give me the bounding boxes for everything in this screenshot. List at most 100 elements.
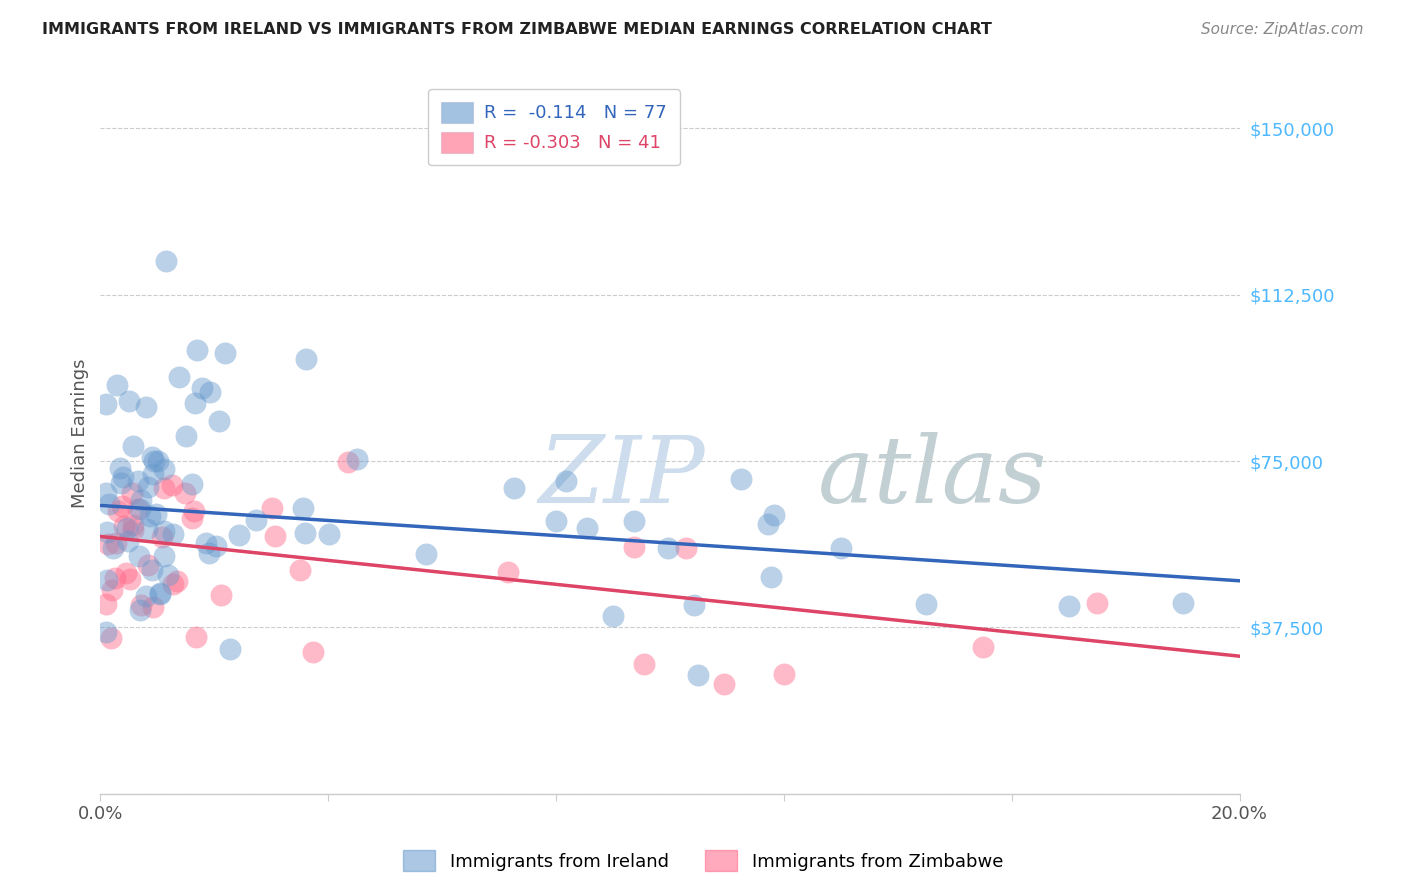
Point — [96, 397, 118, 411]
Point — [1085, 596, 1108, 610]
Point — [97, 497, 120, 511]
Point — [138, 508, 160, 523]
Point — [688, 668, 710, 682]
Text: ZIP: ZIP — [538, 432, 706, 522]
Point — [759, 570, 782, 584]
Point — [152, 462, 174, 476]
Text: Source: ZipAtlas.com: Source: ZipAtlas.com — [1201, 22, 1364, 37]
Point — [121, 486, 143, 500]
Point — [337, 455, 360, 469]
Point — [294, 525, 316, 540]
Point — [228, 527, 250, 541]
Point — [121, 524, 143, 538]
Point — [264, 529, 287, 543]
Point — [294, 352, 316, 367]
Point — [153, 549, 176, 563]
Point — [302, 645, 325, 659]
Point — [142, 467, 165, 482]
Point — [633, 657, 655, 671]
Point — [682, 598, 704, 612]
Point — [94, 624, 117, 639]
Point — [830, 541, 852, 556]
Point — [121, 439, 143, 453]
Point — [100, 631, 122, 645]
Point — [128, 549, 150, 563]
Point — [180, 510, 202, 524]
Point — [730, 472, 752, 486]
Point — [146, 454, 169, 468]
Point — [105, 377, 128, 392]
Point — [291, 500, 314, 515]
Point — [657, 541, 679, 556]
Point — [115, 566, 138, 581]
Point — [198, 385, 221, 400]
Point — [131, 493, 153, 508]
Point — [128, 603, 150, 617]
Point — [174, 485, 197, 500]
Point — [152, 481, 174, 495]
Point — [97, 536, 120, 550]
Point — [176, 429, 198, 443]
Point — [120, 573, 142, 587]
Point — [208, 414, 231, 428]
Point — [544, 514, 567, 528]
Point — [127, 502, 149, 516]
Point — [101, 541, 124, 555]
Point — [346, 451, 368, 466]
Point — [290, 563, 312, 577]
Point — [162, 576, 184, 591]
Point — [129, 502, 152, 516]
Point — [260, 500, 283, 515]
Point — [209, 588, 232, 602]
Point — [160, 477, 183, 491]
Point — [623, 514, 645, 528]
Point — [155, 254, 177, 268]
Point — [675, 541, 697, 556]
Point — [915, 597, 938, 611]
Point — [152, 524, 174, 538]
Point — [127, 475, 149, 489]
Point — [94, 485, 117, 500]
Point — [150, 530, 173, 544]
Point — [110, 476, 132, 491]
Point — [184, 396, 207, 410]
Point — [131, 599, 153, 613]
Text: atlas: atlas — [818, 432, 1047, 522]
Point — [149, 587, 172, 601]
Point — [1171, 596, 1194, 610]
Point — [122, 518, 145, 533]
Point — [136, 522, 159, 536]
Legend: R =  -0.114   N = 77, R = -0.303   N = 41: R = -0.114 N = 77, R = -0.303 N = 41 — [429, 89, 679, 165]
Point — [214, 346, 236, 360]
Point — [142, 600, 165, 615]
Point — [148, 586, 170, 600]
Point — [107, 504, 129, 518]
Point — [104, 571, 127, 585]
Point — [166, 574, 188, 588]
Point — [136, 558, 159, 572]
Point — [105, 535, 128, 549]
Point — [602, 608, 624, 623]
Point — [773, 666, 796, 681]
Point — [184, 630, 207, 644]
Point — [318, 527, 340, 541]
Point — [117, 533, 139, 548]
Legend: Immigrants from Ireland, Immigrants from Zimbabwe: Immigrants from Ireland, Immigrants from… — [395, 843, 1011, 879]
Point — [204, 539, 226, 553]
Point — [167, 369, 190, 384]
Point — [141, 563, 163, 577]
Point — [143, 454, 166, 468]
Point — [245, 513, 267, 527]
Point — [96, 524, 118, 539]
Point — [111, 500, 134, 514]
Point — [136, 480, 159, 494]
Point — [112, 518, 135, 533]
Point — [101, 582, 124, 597]
Point — [186, 343, 208, 358]
Y-axis label: Median Earnings: Median Earnings — [72, 359, 89, 508]
Point — [713, 677, 735, 691]
Point — [415, 547, 437, 561]
Point — [96, 574, 118, 588]
Point — [118, 393, 141, 408]
Point — [555, 474, 578, 488]
